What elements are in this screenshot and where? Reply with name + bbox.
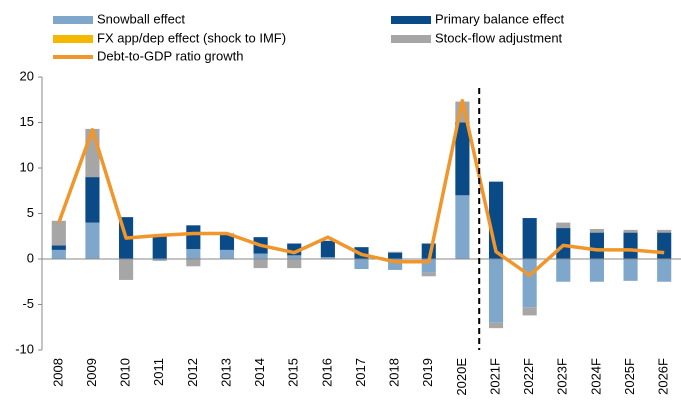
bar [589,259,604,282]
legend-label: Stock-flow adjustment [435,30,563,45]
x-tick-label: 2024F [588,358,603,395]
x-tick-label: 2016 [319,358,334,387]
x-tick-label: 2019 [420,358,435,387]
bar [421,272,436,277]
bar [287,259,302,269]
line [57,98,665,278]
legend-label: FX app/dep effect (shock to IMF) [97,30,286,45]
bar [657,229,672,233]
bar [152,259,167,261]
bar [488,322,504,329]
bar [623,229,638,233]
x-tick-label: 2022F [521,358,536,395]
legend-label: Debt-to-GDP ratio growth [97,48,243,63]
x-tick-label: 2009 [84,358,99,387]
y-tick-label: 0 [27,250,34,265]
x-tick-label: 2010 [118,358,133,387]
bar [51,220,66,246]
bar [388,259,403,270]
bar [488,259,504,323]
bar [186,259,201,267]
x-tick-label: 2008 [50,358,65,387]
y-tick-label: -5 [22,296,34,311]
x-tick-label: 2011 [151,358,166,386]
x-tick-label: 2017 [353,358,368,387]
y-tick-label: 5 [27,205,34,220]
bar [388,252,403,259]
x-tick-label: 2015 [286,358,301,387]
bar [51,245,66,250]
bar [119,259,134,280]
bar [152,236,167,259]
bar [522,259,537,308]
bar [186,225,201,249]
bar [287,255,302,259]
bar [657,232,672,259]
bar [623,259,638,281]
bar [253,253,268,259]
bar [522,218,537,259]
bar [556,259,571,282]
bar [219,249,235,259]
bar [287,243,302,256]
bar [388,251,403,253]
bar [219,233,235,250]
bar [556,228,571,259]
x-tick-label: 2013 [218,358,233,387]
bar [589,232,604,259]
bar [455,195,470,259]
bar [522,307,537,316]
bar [253,259,268,269]
bar [455,122,470,196]
x-tick-label: 2026F [656,358,671,395]
legend-label: Primary balance effect [435,11,564,26]
x-tick-label: 2014 [252,358,267,387]
legend-swatch [53,35,93,43]
bar [85,128,100,178]
bar [85,177,100,223]
y-tick-label: 15 [20,114,34,129]
bar [320,240,335,258]
y-tick-label: -10 [15,341,34,356]
x-tick-label: 2023F [555,358,570,395]
x-tick-label: 2012 [185,358,200,387]
bar [85,222,100,259]
x-tick-label: 2025F [622,358,637,395]
legend-swatch [53,16,93,24]
legend-swatch [391,35,431,43]
x-tick-label: 2018 [387,358,402,387]
bar [51,249,66,259]
y-tick-label: 10 [20,159,34,174]
bar [354,259,369,270]
bar [186,248,201,259]
legend-swatch [391,16,431,24]
bar [589,228,604,233]
legend-label: Snowball effect [97,11,185,26]
y-tick-label: 20 [20,68,34,83]
bar [623,232,638,259]
bar [657,259,672,282]
x-tick-label: 2021F [487,358,502,395]
bar [556,222,571,229]
x-tick-label: 2020E [454,358,469,396]
bar [320,257,335,259]
